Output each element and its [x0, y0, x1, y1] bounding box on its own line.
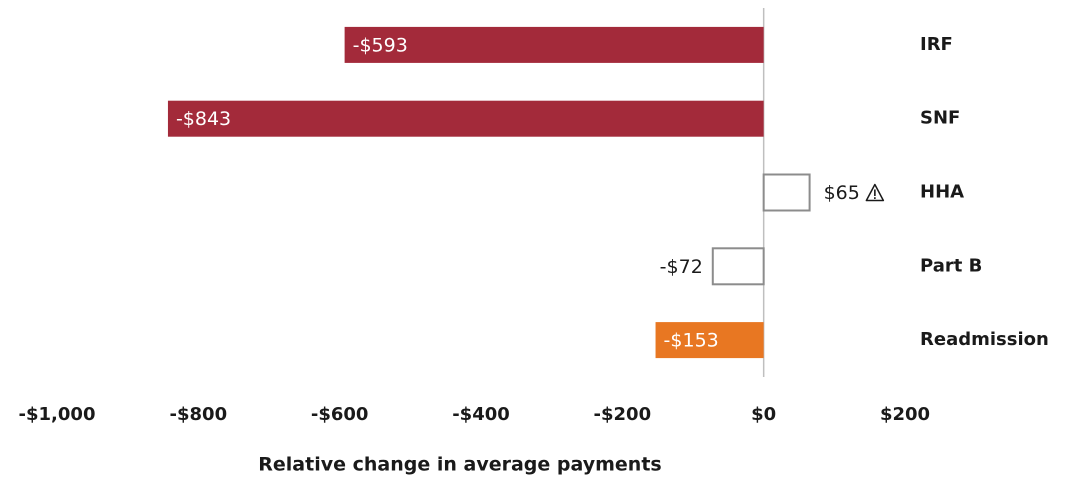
x-tick-label: -$200 [594, 404, 652, 425]
y-tick-label: SNF [920, 108, 960, 129]
warning-icon-part [874, 189, 876, 196]
y-tick-label: Readmission [920, 329, 1049, 350]
bar [711, 247, 765, 286]
bar [762, 173, 811, 212]
y-tick-label: HHA [920, 182, 964, 203]
value-label: -$153 [664, 330, 719, 352]
y-tick-label: IRF [920, 34, 953, 55]
x-tick-label: -$600 [311, 404, 369, 425]
value-label: -$843 [176, 108, 231, 130]
bar [167, 100, 764, 137]
x-tick-label: $0 [751, 404, 776, 425]
x-axis-title: Relative change in average payments [258, 454, 661, 476]
value-label: -$72 [660, 256, 703, 278]
warning-icon-part [865, 183, 885, 202]
x-tick-label: -$800 [170, 404, 228, 425]
x-tick-label: $200 [880, 404, 930, 425]
y-tick-label: Part B [920, 255, 982, 276]
warning-icon [865, 183, 885, 202]
x-tick-label: -$400 [452, 404, 510, 425]
value-label: -$593 [353, 34, 408, 56]
x-tick-label: -$1,000 [19, 404, 96, 425]
value-label: $65 [824, 182, 860, 204]
bar [344, 26, 764, 63]
warning-icon-part [874, 197, 876, 199]
bar [655, 322, 764, 359]
